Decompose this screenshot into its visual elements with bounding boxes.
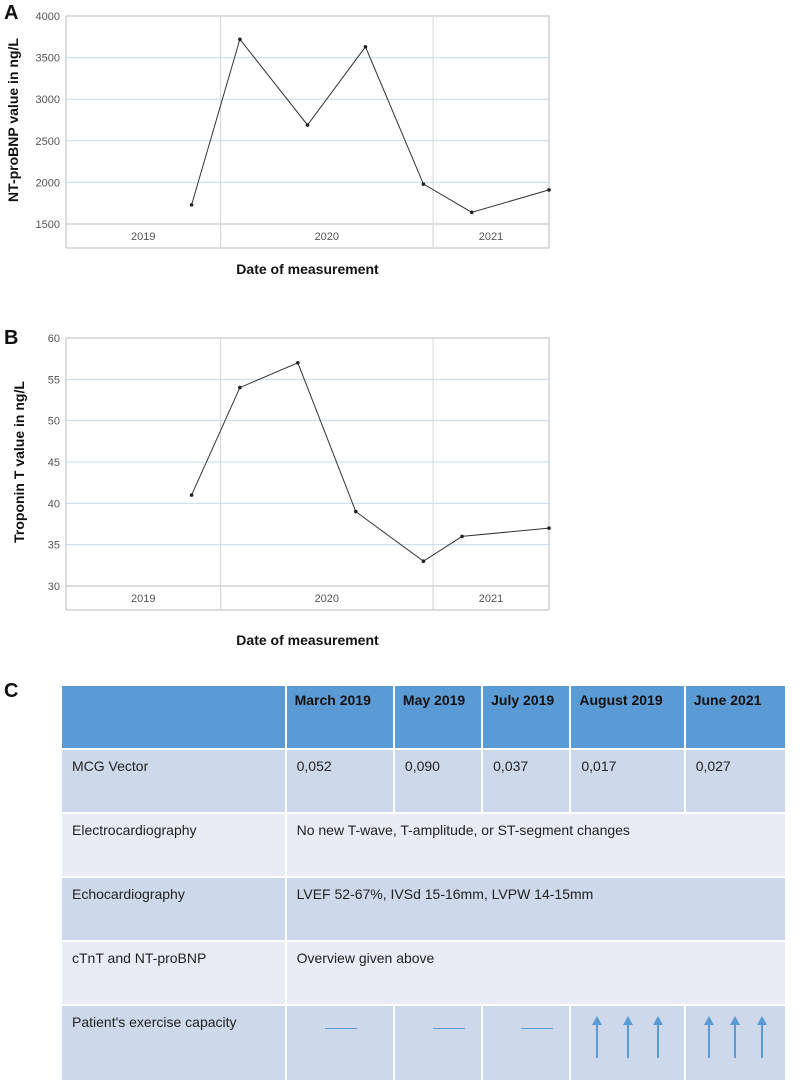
- table-row-exercise: Patient's exercise capacity: [62, 1006, 785, 1080]
- x-tick-label: 2019: [131, 231, 155, 243]
- plot-frame: [65, 15, 550, 225]
- row-label: MCG Vector: [62, 750, 285, 812]
- up-arrow-icon: [653, 1016, 664, 1058]
- plot-frame: [65, 337, 550, 587]
- mcg-value: 0,052: [286, 750, 393, 812]
- mcg-value: 0,037: [483, 750, 570, 812]
- x-tick-label: 2021: [479, 593, 503, 605]
- table-row-mcg: MCG Vector 0,052 0,090 0,037 0,017 0,027: [62, 750, 785, 812]
- data-point: [460, 534, 464, 539]
- x-tick-label: 2019: [131, 593, 155, 605]
- exercise-cell: [571, 1006, 684, 1080]
- up-arrow-icon: [622, 1016, 633, 1058]
- exercise-cell: [685, 1006, 785, 1080]
- row-label: cTnT and NT-proBNP: [62, 942, 285, 1004]
- unchanged-line-icon: [432, 1028, 465, 1029]
- data-point: [189, 493, 194, 497]
- exercise-cell: [286, 1006, 393, 1080]
- data-point: [305, 123, 310, 127]
- row-label: Patient's exercise capacity: [62, 1006, 285, 1080]
- x-axis-label: Date of measurement: [236, 632, 379, 648]
- mcg-value: 0,027: [685, 750, 785, 812]
- panel-label-c: C: [4, 680, 19, 702]
- up-arrow-icon: [730, 1016, 741, 1058]
- y-tick-label: 50: [48, 416, 60, 428]
- series-line: [191, 38, 550, 213]
- ctnt-text: Overview given above: [286, 942, 785, 1004]
- unchanged-line-icon: [324, 1028, 357, 1029]
- table-row-ecg: Electrocardiography No new T-wave, T-amp…: [62, 814, 785, 876]
- echo-text: LVEF 52-67%, IVSd 15-16mm, LVPW 14-15mm: [286, 878, 785, 940]
- y-tick-label: 60: [48, 333, 60, 345]
- y-tick-label: 2000: [36, 177, 60, 189]
- data-point: [189, 203, 194, 207]
- x-tick-label: 2021: [479, 231, 503, 243]
- table-row-echo: Echocardiography LVEF 52-67%, IVSd 15-16…: [62, 878, 785, 940]
- table-header-row: March 2019 May 2019 July 2019 August 201…: [62, 686, 785, 748]
- panel-label-b: B: [4, 327, 19, 349]
- y-tick-label: 35: [48, 540, 60, 552]
- up-arrow-icon: [703, 1016, 714, 1058]
- summary-table: March 2019 May 2019 July 2019 August 201…: [60, 684, 787, 1082]
- data-point: [547, 526, 551, 530]
- row-label: Electrocardiography: [62, 814, 285, 876]
- up-arrow-icon: [756, 1016, 767, 1058]
- x-axis-label: Date of measurement: [236, 261, 379, 277]
- x-tick-label: 2020: [315, 231, 339, 243]
- unchanged-line-icon: [521, 1028, 554, 1029]
- y-tick-label: 3000: [36, 94, 60, 106]
- y-axis-label: NT-proBNP value in ng/L: [5, 38, 21, 202]
- data-point: [354, 509, 358, 514]
- y-axis-label: Troponin T value in ng/L: [11, 381, 27, 543]
- mcg-value: 0,017: [571, 750, 684, 812]
- data-point: [296, 361, 300, 365]
- y-tick-label: 3500: [36, 53, 60, 65]
- y-tick-label: 2500: [36, 136, 60, 148]
- y-tick-label: 40: [48, 498, 60, 510]
- header-june-2021: June 2021: [685, 686, 785, 748]
- table-row-ctnt: cTnT and NT-proBNP Overview given above: [62, 942, 785, 1004]
- up-arrow-icon: [591, 1016, 602, 1058]
- header-march-2019: March 2019: [286, 686, 393, 748]
- data-point: [238, 37, 242, 42]
- panel-label-a: A: [4, 2, 19, 24]
- y-tick-label: 4000: [36, 11, 60, 23]
- chart-troponin-t: 30 35 40 45 50 55 60 2019 2020 2021 Troponin T val…: [11, 333, 551, 648]
- data-point: [469, 210, 474, 215]
- x-tick-label: 2020: [315, 593, 339, 605]
- header-cell-empty: [62, 686, 285, 748]
- mcg-value: 0,090: [394, 750, 482, 812]
- data-point: [421, 559, 426, 563]
- y-tick-label: 45: [48, 457, 60, 469]
- exercise-cell: [394, 1006, 482, 1080]
- y-tick-label: 55: [48, 374, 60, 386]
- data-point: [238, 385, 242, 390]
- y-tick-label: 30: [48, 581, 60, 593]
- data-point: [421, 182, 426, 186]
- header-august-2019: August 2019: [571, 686, 684, 748]
- chart-nt-probnp: 1500 2000 2500 3000 3500 4000 2019 2020 2021 NT-p…: [5, 11, 551, 277]
- ecg-text: No new T-wave, T-amplitude, or ST-segmen…: [286, 814, 785, 876]
- y-tick-label: 1500: [36, 219, 60, 231]
- header-may-2019: May 2019: [394, 686, 482, 748]
- data-point: [363, 44, 368, 49]
- exercise-cell: [483, 1006, 570, 1080]
- header-july-2019: July 2019: [483, 686, 570, 748]
- data-point: [547, 188, 551, 192]
- row-label: Echocardiography: [62, 878, 285, 940]
